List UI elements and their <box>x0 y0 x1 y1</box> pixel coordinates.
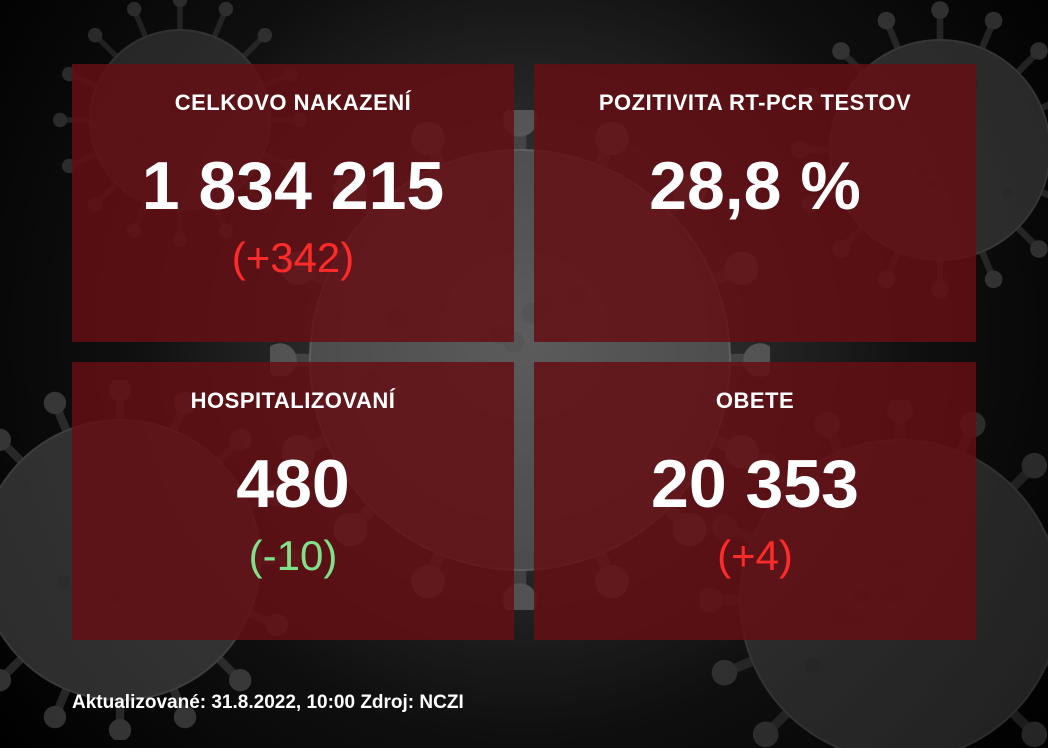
card-positivity-title: POZITIVITA RT-PCR TESTOV <box>599 90 911 116</box>
card-deaths-delta: (+4) <box>717 532 793 580</box>
card-deaths-title: OBETE <box>716 388 794 414</box>
card-infected-delta: (+342) <box>232 234 355 282</box>
card-hospitalized-value: 480 <box>236 450 349 518</box>
card-hospitalized-delta: (-10) <box>249 532 338 580</box>
card-positivity: POZITIVITA RT-PCR TESTOV 28,8 % <box>534 64 976 342</box>
card-hospitalized: HOSPITALIZOVANÍ 480 (-10) <box>72 362 514 640</box>
card-infected: CELKOVO NAKAZENÍ 1 834 215 (+342) <box>72 64 514 342</box>
card-deaths-value: 20 353 <box>651 450 859 518</box>
card-hospitalized-title: HOSPITALIZOVANÍ <box>191 388 396 414</box>
infographic-stage: CELKOVO NAKAZENÍ 1 834 215 (+342) POZITI… <box>0 0 1048 748</box>
stats-grid: CELKOVO NAKAZENÍ 1 834 215 (+342) POZITI… <box>72 64 976 640</box>
card-positivity-value: 28,8 % <box>649 152 861 220</box>
card-deaths: OBETE 20 353 (+4) <box>534 362 976 640</box>
footer-updated-source: Aktualizované: 31.8.2022, 10:00 Zdroj: N… <box>72 692 464 714</box>
card-infected-value: 1 834 215 <box>142 152 445 220</box>
card-infected-title: CELKOVO NAKAZENÍ <box>175 90 412 116</box>
